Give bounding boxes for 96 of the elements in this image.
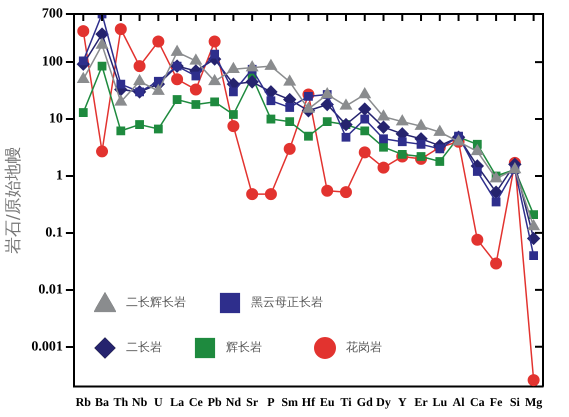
point	[284, 142, 296, 155]
point	[116, 80, 126, 89]
point	[246, 188, 258, 200]
point	[266, 96, 276, 106]
point	[114, 23, 127, 36]
point	[377, 120, 390, 134]
point	[154, 124, 163, 134]
point	[285, 117, 294, 126]
point	[358, 146, 371, 158]
x-tick-label: Lu	[432, 394, 448, 409]
point	[379, 134, 388, 144]
y-tick-label: 0.001	[31, 339, 63, 354]
x-tick-label: Ti	[340, 394, 352, 409]
point	[471, 234, 484, 246]
y-tick-label: 0.01	[38, 282, 63, 298]
x-tick-label: Dy	[376, 394, 391, 409]
point	[435, 157, 444, 166]
y-tick-label: 700	[42, 6, 63, 22]
x-tick-label: Sr	[246, 394, 259, 409]
point	[190, 84, 202, 96]
x-tick-label: La	[170, 394, 184, 409]
point	[490, 258, 502, 270]
x-tick-label: Fe	[490, 394, 504, 409]
point	[152, 36, 164, 48]
point	[529, 251, 538, 260]
legend-label: 黑云母正长岩	[250, 294, 323, 312]
point	[264, 188, 277, 200]
point	[191, 100, 200, 109]
point	[229, 110, 238, 119]
point	[528, 374, 540, 386]
point	[378, 162, 390, 174]
point	[229, 88, 238, 96]
point	[227, 120, 240, 132]
x-tick-label: Y	[398, 394, 407, 409]
x-tick-label: Hf	[302, 394, 316, 409]
point	[435, 144, 444, 154]
x-tick-label: U	[154, 394, 163, 409]
point	[360, 114, 370, 124]
point	[172, 95, 182, 104]
y-tick-label: 0.1	[45, 226, 63, 241]
x-tick-label: Ba	[95, 394, 110, 409]
point	[358, 102, 372, 116]
x-tick-label: Th	[113, 394, 128, 409]
x-tick-label: Al	[452, 394, 466, 409]
x-tick-label: Eu	[320, 394, 335, 409]
x-tick-label: P	[267, 394, 275, 409]
point	[208, 36, 221, 48]
point	[285, 103, 294, 112]
y-tick-label: 1	[56, 168, 63, 184]
point	[135, 120, 144, 129]
x-tick-label: Ce	[188, 394, 204, 409]
point	[304, 132, 313, 141]
x-tick-label: Er	[414, 394, 428, 409]
legend-label: 二长岩	[126, 339, 162, 356]
point	[96, 28, 109, 41]
point	[171, 73, 184, 86]
point	[360, 126, 370, 136]
point	[340, 186, 352, 198]
x-tick-label: Mg	[524, 394, 542, 409]
point	[472, 167, 482, 176]
legend-label: 花岗岩	[346, 339, 382, 356]
point	[77, 25, 90, 38]
point	[98, 62, 106, 71]
point	[78, 56, 88, 66]
point	[339, 118, 352, 132]
point	[210, 98, 220, 106]
point	[78, 108, 88, 117]
legend-label: 二长辉长岩	[126, 294, 186, 312]
x-tick-label: Rb	[76, 394, 92, 409]
x-tick-label: Sm	[281, 394, 298, 409]
point	[398, 137, 407, 146]
point	[322, 117, 332, 126]
point	[342, 132, 350, 142]
x-tick-label: Ca	[470, 394, 485, 409]
x-tick-label: Nb	[132, 394, 148, 409]
x-tick-label: Nd	[226, 394, 242, 409]
point	[398, 150, 407, 159]
point	[492, 198, 500, 206]
legend-label: 辉长岩	[226, 339, 262, 356]
x-tick-label: Si	[510, 394, 521, 409]
point	[416, 152, 426, 161]
point	[416, 140, 426, 149]
point	[96, 145, 108, 158]
point	[116, 126, 126, 136]
point	[210, 50, 220, 59]
point	[321, 184, 334, 197]
y-tick-label: 100	[42, 54, 63, 70]
point	[191, 72, 200, 80]
x-tick-label: Gd	[356, 394, 374, 409]
y-tick-label: 10	[48, 112, 63, 127]
point	[134, 60, 146, 72]
point	[246, 75, 259, 88]
x-tick-label: Pb	[208, 394, 222, 409]
point	[266, 114, 276, 124]
y-axis-title: 岩石/原始地幔	[4, 146, 24, 254]
point	[379, 142, 388, 152]
